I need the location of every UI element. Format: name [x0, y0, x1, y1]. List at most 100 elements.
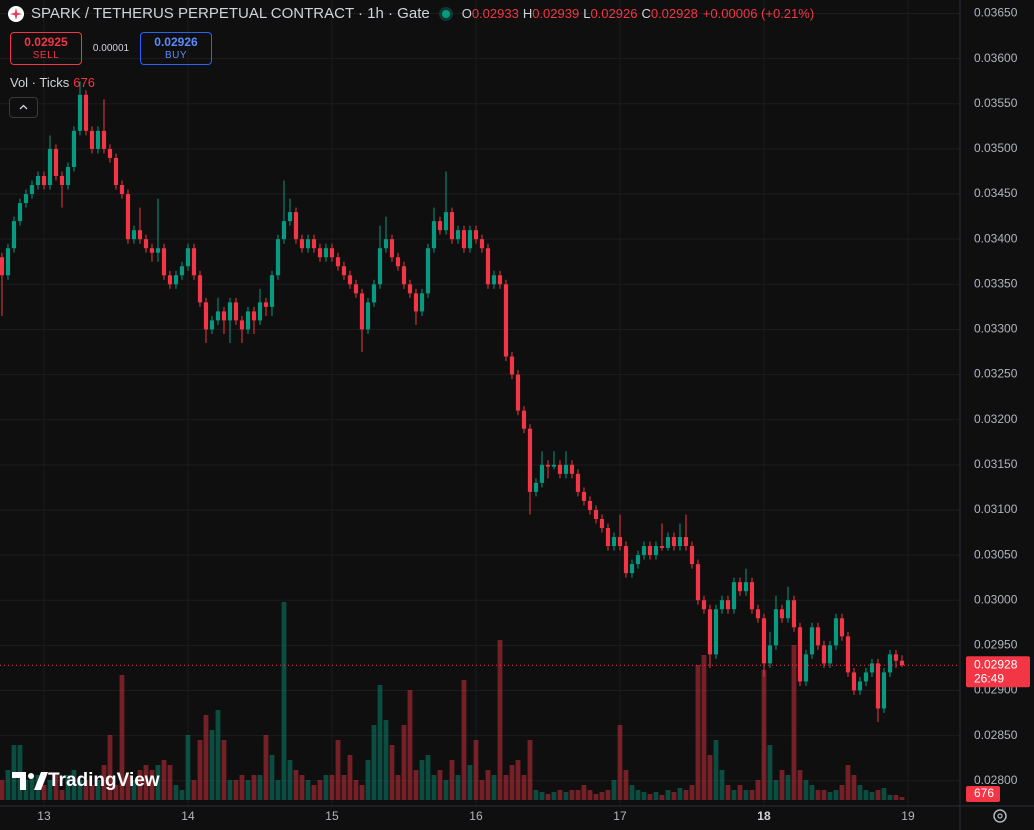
volume-bar [599, 792, 605, 800]
candle-body [125, 194, 131, 240]
volume-bar [167, 765, 173, 800]
star [10, 7, 22, 20]
volume-bar [659, 795, 665, 800]
volume-bar [665, 790, 671, 800]
candle-body [575, 473, 581, 492]
volume-bar [215, 710, 221, 800]
candle-body [737, 582, 743, 592]
symbol-logo [8, 5, 24, 22]
volume-bar [173, 785, 179, 800]
ohlc-label: O [461, 6, 472, 21]
volume-bar [899, 796, 905, 800]
volume-value-label: 676 [974, 786, 994, 800]
candle-body [413, 293, 419, 312]
candle-body [233, 302, 239, 321]
candle-body [875, 663, 881, 709]
volume-bar [155, 765, 161, 800]
candle-body [593, 509, 599, 519]
y-tick-label: 0.03250 [974, 367, 1018, 381]
chevron[interactable] [10, 98, 37, 117]
volume-bar [749, 790, 755, 800]
candle-body [677, 537, 683, 547]
candle-body [173, 275, 179, 285]
candle-body [443, 212, 449, 231]
candle-body [887, 654, 893, 673]
candle-body [827, 645, 833, 664]
candle-body [491, 275, 497, 285]
volume-bar [233, 780, 239, 800]
gear[interactable] [993, 809, 1007, 823]
volume-bar [227, 780, 233, 800]
candle-body [347, 275, 353, 285]
volume-bar [503, 775, 509, 800]
candle-body [833, 618, 839, 646]
y-tick-label: 0.03500 [974, 141, 1018, 155]
candle-body [281, 221, 287, 240]
volume-bar [287, 760, 293, 800]
volume-bar [845, 765, 851, 800]
volume-bar [611, 780, 617, 800]
sell-price: 0.02925 [24, 34, 68, 49]
volume-bar [149, 770, 155, 800]
volume-bar [329, 775, 335, 800]
candle-body [107, 148, 113, 158]
y-tick-label: 0.02850 [974, 728, 1018, 742]
candle-body [539, 464, 545, 483]
volume-bar [443, 780, 449, 800]
sell-button[interactable]: 0.02925 SELL [10, 32, 82, 65]
candle-body [383, 239, 389, 249]
chevron-path[interactable] [19, 104, 28, 110]
volume-title: Vol · Ticks [10, 75, 70, 90]
collapse-button[interactable] [9, 97, 38, 118]
market-status [441, 9, 450, 18]
candle-body [227, 302, 233, 321]
candle-body [527, 428, 533, 492]
volume-bar [497, 640, 503, 800]
watermark-logo: TradingView [12, 770, 160, 791]
volume-bar [179, 790, 185, 800]
candle-body [851, 672, 857, 691]
volume-bar [89, 785, 95, 800]
volume-bar [725, 785, 731, 800]
gear-hub[interactable] [997, 813, 1003, 819]
volume-bar [707, 755, 713, 800]
volume-bar [185, 735, 191, 800]
candle-body [569, 464, 575, 474]
volume-bar [5, 770, 11, 800]
y-tick-label: 0.03400 [974, 231, 1018, 245]
volume-bar [479, 780, 485, 800]
volume-bar [59, 790, 65, 800]
volume-bar [743, 790, 749, 800]
volume-bar [377, 685, 383, 800]
volume-bar [455, 775, 461, 800]
candle-body [869, 663, 875, 673]
countdown: 26:49 [974, 671, 1004, 685]
volume-bar [425, 755, 431, 800]
candle-body [95, 130, 101, 149]
volume-bar [827, 792, 833, 800]
volume-bar [857, 785, 863, 800]
candle-body [707, 609, 713, 655]
candle-body [425, 248, 431, 294]
volume-bar [413, 770, 419, 800]
buy-button[interactable]: 0.02926 BUY [140, 32, 212, 65]
volume-bar [221, 740, 227, 800]
x-tick-label: 14 [181, 809, 195, 823]
candle-body [599, 518, 605, 529]
candle-body [215, 311, 221, 321]
volume-bar [719, 770, 725, 800]
volume-bar [203, 715, 209, 800]
candle-body [335, 257, 341, 267]
volume-bar [581, 785, 587, 800]
volume-bar [305, 780, 311, 800]
volume-bar [161, 760, 167, 800]
candle-body [83, 94, 89, 131]
settings-icon[interactable] [993, 809, 1007, 823]
volume-bar [341, 775, 347, 800]
volume-bar [539, 792, 545, 800]
candle-body [41, 176, 47, 186]
volume-bar [419, 760, 425, 800]
